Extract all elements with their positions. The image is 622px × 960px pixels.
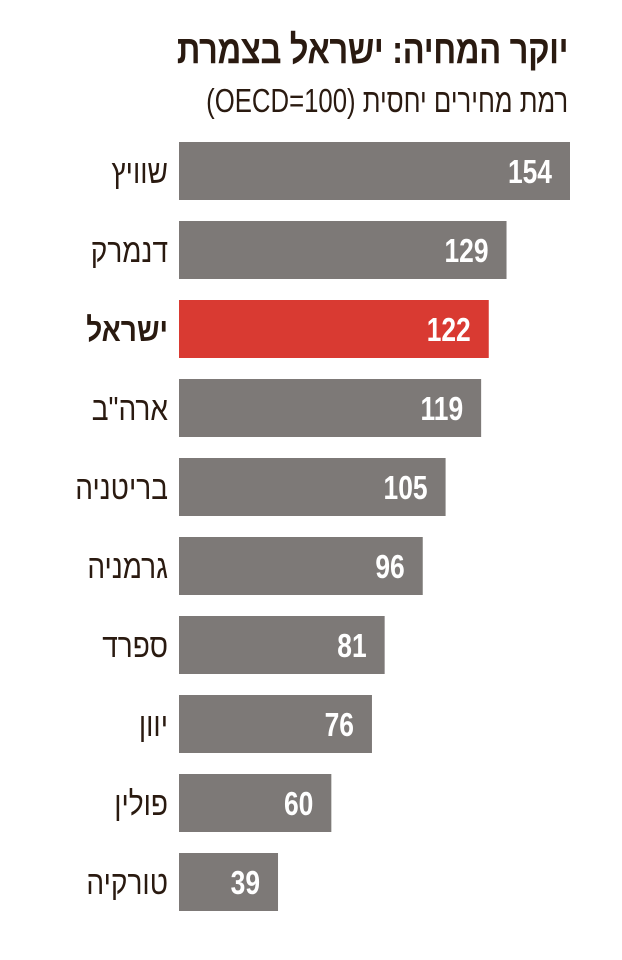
value-label: 105	[384, 470, 428, 506]
category-label: יוון	[139, 707, 168, 744]
value-label: 81	[337, 628, 366, 664]
bar	[179, 300, 489, 358]
chart-title: יוקר המחיה: ישראל בצמרת	[176, 28, 569, 72]
category-label: ישראל	[86, 312, 168, 349]
bar	[179, 142, 570, 200]
bar	[179, 379, 482, 437]
category-label: טורקיה	[86, 865, 168, 902]
value-label: 60	[284, 786, 313, 822]
bar	[179, 695, 372, 753]
category-label: דנמרק	[91, 233, 168, 270]
bar	[179, 774, 332, 832]
chart-subtitle: רמת מחירים יחסית (OECD=100)	[205, 82, 568, 119]
category-label: גרמניה	[87, 549, 168, 586]
value-label: 122	[427, 312, 471, 348]
value-label: 119	[421, 391, 464, 427]
bar	[179, 537, 423, 595]
value-label: 96	[375, 549, 404, 585]
bar	[179, 853, 279, 911]
category-label: ספרד	[102, 628, 168, 665]
value-label: 39	[231, 865, 260, 901]
category-label: פולין	[114, 786, 168, 823]
value-label: 154	[508, 154, 552, 190]
bar	[179, 458, 446, 516]
category-label: שוויץ	[112, 154, 168, 191]
value-label: 76	[325, 707, 354, 743]
bar	[179, 221, 507, 279]
bar	[179, 616, 385, 674]
category-label: בריטניה	[75, 470, 168, 507]
value-label: 129	[444, 233, 488, 269]
category-label: ארה"ב	[92, 391, 168, 428]
